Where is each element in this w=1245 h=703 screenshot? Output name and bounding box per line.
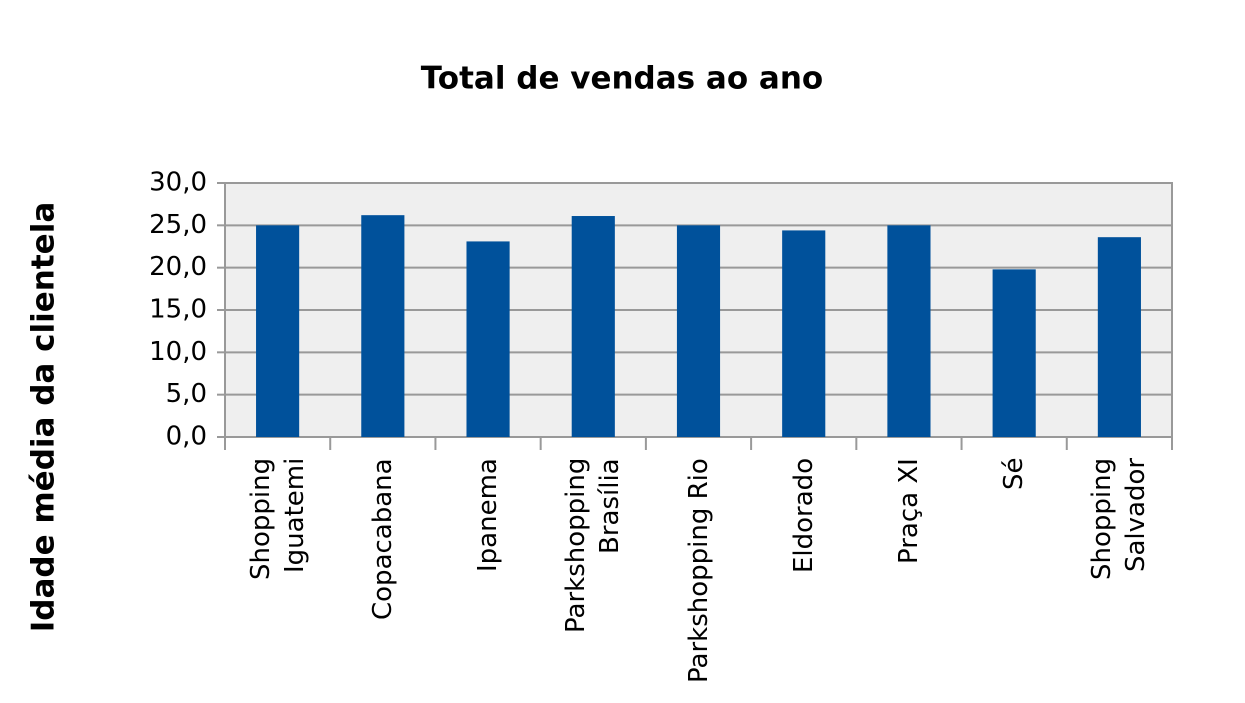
y-axis-title: Idade média da clientela: [26, 202, 62, 633]
x-tick-label: Praça XI: [893, 458, 924, 564]
bar: [992, 269, 1036, 437]
x-tick-label: Sé: [999, 458, 1030, 491]
y-tick-label: 0,0: [166, 422, 207, 452]
x-tick-label: Shopping Salvador: [1087, 458, 1152, 581]
x-tick-label: Parkshopping Brasília: [561, 458, 626, 634]
bar: [887, 225, 931, 437]
x-tick-label: Copacabana: [367, 458, 398, 620]
y-tick-label: 5,0: [166, 379, 207, 409]
y-tick-label: 20,0: [149, 252, 207, 282]
bar: [256, 225, 300, 437]
x-tick-label: Shopping Iguatemi: [245, 458, 310, 581]
chart-title: Total de vendas ao ano: [421, 61, 823, 97]
y-tick-label: 25,0: [149, 210, 207, 240]
bar: [571, 216, 615, 437]
bar: [361, 215, 405, 437]
y-tick-label: 10,0: [149, 337, 207, 367]
bar: [466, 241, 510, 437]
y-tick-label: 30,0: [149, 168, 207, 198]
x-tick-label: Eldorado: [788, 458, 819, 574]
bar: [676, 225, 721, 437]
y-tick-label: 15,0: [149, 295, 207, 325]
x-tick-label: Ipanema: [473, 458, 504, 572]
bar: [1097, 237, 1141, 437]
bar: [782, 230, 826, 437]
x-tick-label: Parkshopping Rio: [683, 458, 714, 683]
